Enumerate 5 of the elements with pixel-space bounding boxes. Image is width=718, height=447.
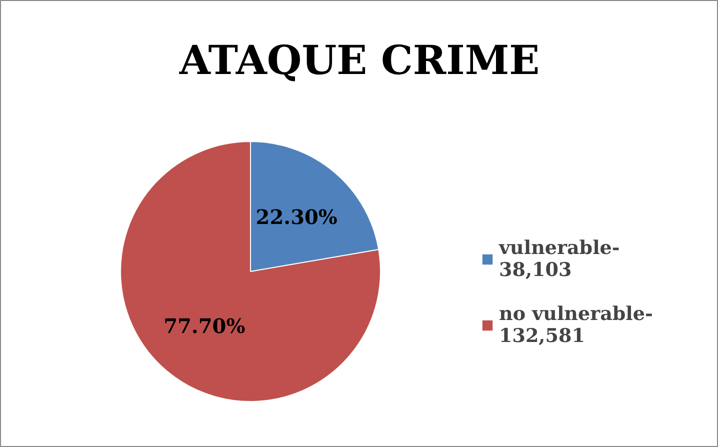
data-label: 22.30% (256, 204, 338, 229)
chart-title: ATAQUE CRIME (178, 37, 540, 84)
legend-label: vulnerable-38,103 (499, 237, 620, 281)
data-label: 77.70% (164, 314, 246, 338)
legend-label: no vulnerable-132,581 (499, 303, 653, 347)
